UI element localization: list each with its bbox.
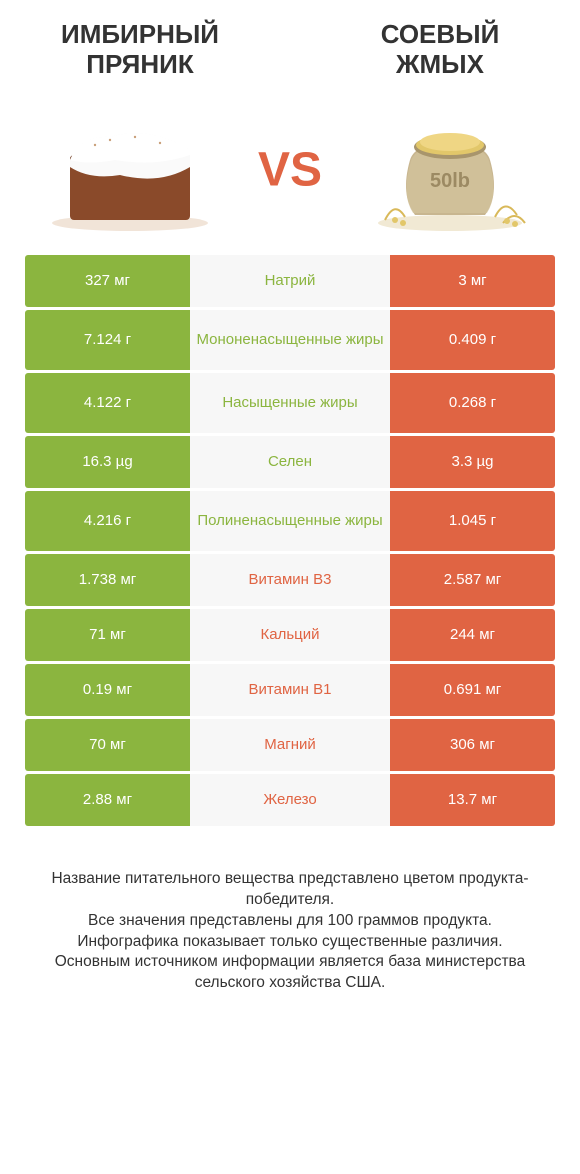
right-value-cell: 306 мг: [390, 719, 555, 771]
comparison-header: Имбирный пряник Соевый жмых: [0, 0, 580, 95]
table-row: 2.88 мгЖелезо13.7 мг: [25, 774, 555, 826]
footer-line-2: Все значения представлены для 100 граммо…: [25, 911, 555, 932]
nutrient-name-cell: Кальций: [190, 609, 390, 661]
table-row: 7.124 гМононенасыщенные жиры0.409 г: [25, 310, 555, 370]
left-value-cell: 70 мг: [25, 719, 190, 771]
left-value-cell: 2.88 мг: [25, 774, 190, 826]
vs-label: VS: [258, 142, 322, 197]
right-title-line1: Соевый: [340, 20, 540, 50]
left-value-cell: 1.738 мг: [25, 554, 190, 606]
right-value-cell: 244 мг: [390, 609, 555, 661]
table-row: 327 мгНатрий3 мг: [25, 255, 555, 307]
nutrient-name-cell: Магний: [190, 719, 390, 771]
left-value-cell: 7.124 г: [25, 310, 190, 370]
soy-meal-bag-icon: 50lb: [365, 105, 535, 235]
table-row: 1.738 мгВитамин B32.587 мг: [25, 554, 555, 606]
footer-notes: Название питательного вещества представл…: [0, 829, 580, 1015]
right-title-line2: жмых: [340, 50, 540, 80]
right-value-cell: 2.587 мг: [390, 554, 555, 606]
footer-line-4: Основным источником информации является …: [25, 952, 555, 994]
left-title-line2: пряник: [40, 50, 240, 80]
table-row: 16.3 µgСелен3.3 µg: [25, 436, 555, 488]
right-value-cell: 13.7 мг: [390, 774, 555, 826]
left-value-cell: 16.3 µg: [25, 436, 190, 488]
nutrient-name-cell: Натрий: [190, 255, 390, 307]
nutrient-name-cell: Витамин B3: [190, 554, 390, 606]
table-row: 71 мгКальций244 мг: [25, 609, 555, 661]
left-value-cell: 71 мг: [25, 609, 190, 661]
nutrition-table: 327 мгНатрий3 мг7.124 гМононенасыщенные …: [0, 245, 580, 826]
nutrient-name-cell: Железо: [190, 774, 390, 826]
svg-text:50lb: 50lb: [430, 170, 470, 192]
nutrient-name-cell: Мононенасыщенные жиры: [190, 310, 390, 370]
left-title-line1: Имбирный: [40, 20, 240, 50]
right-product-title: Соевый жмых: [340, 20, 540, 80]
left-product-image: [30, 100, 230, 240]
left-value-cell: 4.216 г: [25, 491, 190, 551]
left-value-cell: 327 мг: [25, 255, 190, 307]
footer-line-1: Название питательного вещества представл…: [25, 869, 555, 911]
table-row: 70 мгМагний306 мг: [25, 719, 555, 771]
footer-line-3: Инфографика показывает только существенн…: [25, 932, 555, 953]
nutrient-name-cell: Полиненасыщенные жиры: [190, 491, 390, 551]
left-value-cell: 4.122 г: [25, 373, 190, 433]
nutrient-name-cell: Витамин B1: [190, 664, 390, 716]
table-row: 4.216 гПолиненасыщенные жиры1.045 г: [25, 491, 555, 551]
gingerbread-cake-icon: [40, 105, 220, 235]
table-row: 4.122 гНасыщенные жиры0.268 г: [25, 373, 555, 433]
right-value-cell: 1.045 г: [390, 491, 555, 551]
left-value-cell: 0.19 мг: [25, 664, 190, 716]
right-value-cell: 0.409 г: [390, 310, 555, 370]
right-value-cell: 3.3 µg: [390, 436, 555, 488]
right-value-cell: 0.691 мг: [390, 664, 555, 716]
vs-row: VS 50lb: [0, 95, 580, 245]
right-value-cell: 0.268 г: [390, 373, 555, 433]
left-product-title: Имбирный пряник: [40, 20, 240, 80]
right-product-image: 50lb: [350, 100, 550, 240]
nutrient-name-cell: Селен: [190, 436, 390, 488]
table-row: 0.19 мгВитамин B10.691 мг: [25, 664, 555, 716]
nutrient-name-cell: Насыщенные жиры: [190, 373, 390, 433]
right-value-cell: 3 мг: [390, 255, 555, 307]
